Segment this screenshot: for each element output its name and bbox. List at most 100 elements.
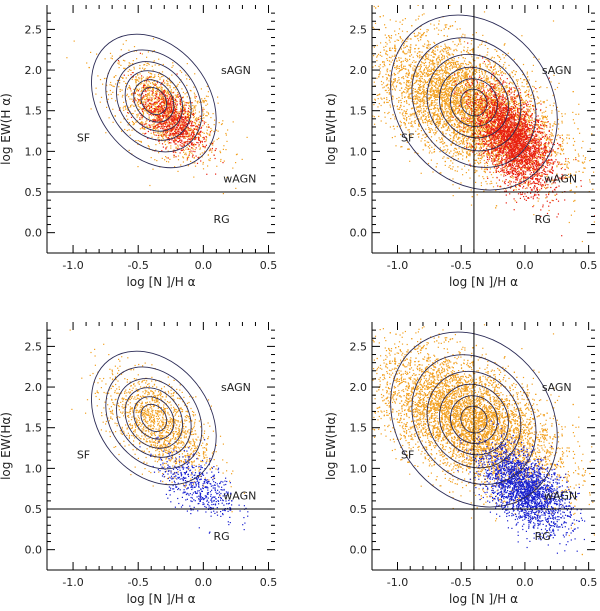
data-point xyxy=(485,112,487,114)
data-point xyxy=(138,88,140,90)
data-point xyxy=(512,76,514,78)
data-point xyxy=(137,74,139,76)
data-point xyxy=(166,125,169,127)
data-point xyxy=(152,126,154,128)
data-point xyxy=(171,115,173,117)
data-point xyxy=(174,99,176,102)
data-point xyxy=(175,156,177,158)
data-point xyxy=(477,127,479,129)
data-point xyxy=(506,91,508,93)
data-point xyxy=(141,98,143,100)
data-point xyxy=(138,84,140,86)
data-point xyxy=(420,65,422,67)
data-point xyxy=(380,42,382,44)
data-point xyxy=(174,132,176,134)
data-point xyxy=(208,134,210,136)
data-point xyxy=(121,130,123,132)
data-point xyxy=(149,72,151,74)
data-point xyxy=(133,66,135,68)
data-point xyxy=(385,50,387,52)
data-point xyxy=(527,179,529,181)
data-point xyxy=(187,127,189,129)
data-point xyxy=(424,72,426,74)
data-point xyxy=(556,173,558,175)
data-point xyxy=(155,120,157,122)
data-point xyxy=(160,132,162,134)
data-point xyxy=(190,160,192,162)
data-point xyxy=(183,120,185,122)
data-point xyxy=(448,104,450,106)
data-point xyxy=(227,129,229,131)
data-point xyxy=(143,108,145,111)
data-point xyxy=(469,53,471,55)
data-point xyxy=(196,162,199,164)
data-point xyxy=(482,62,484,64)
data-point xyxy=(453,63,455,66)
data-point xyxy=(173,141,175,143)
data-point xyxy=(438,120,441,122)
data-point xyxy=(179,81,181,83)
data-point xyxy=(145,94,147,96)
data-point xyxy=(398,108,401,110)
data-point xyxy=(170,136,173,138)
data-point xyxy=(143,85,145,87)
data-point xyxy=(435,110,437,112)
data-point xyxy=(500,128,502,130)
data-point xyxy=(207,91,209,93)
data-point xyxy=(187,123,189,125)
data-point xyxy=(100,96,103,98)
data-point xyxy=(502,66,504,68)
data-point xyxy=(468,135,470,137)
data-point xyxy=(161,115,163,117)
data-point xyxy=(220,123,223,126)
data-point xyxy=(181,143,183,145)
data-point xyxy=(146,123,148,125)
data-point xyxy=(128,64,130,67)
data-point xyxy=(439,90,441,92)
data-point xyxy=(159,111,161,113)
data-point xyxy=(120,121,122,123)
data-point xyxy=(483,155,485,157)
data-point xyxy=(538,102,540,104)
data-point xyxy=(150,90,152,92)
data-point xyxy=(437,93,439,95)
data-point xyxy=(206,115,208,117)
data-point xyxy=(146,112,148,114)
data-point xyxy=(166,93,168,95)
data-point xyxy=(167,113,169,115)
data-point xyxy=(428,141,430,143)
data-point xyxy=(176,127,178,129)
data-point xyxy=(469,177,471,179)
data-point xyxy=(209,157,211,160)
data-point xyxy=(531,142,533,144)
data-point xyxy=(174,151,176,153)
data-point xyxy=(441,102,443,104)
data-point xyxy=(185,148,187,150)
data-point xyxy=(484,119,486,121)
data-point xyxy=(170,98,172,100)
data-point xyxy=(130,105,132,107)
data-point xyxy=(236,153,238,155)
data-point xyxy=(450,87,452,89)
data-point xyxy=(157,75,160,77)
data-point xyxy=(178,112,180,114)
data-point xyxy=(186,146,188,148)
data-point xyxy=(184,153,186,155)
data-point xyxy=(182,97,184,99)
data-point xyxy=(165,115,167,117)
data-point xyxy=(154,74,156,76)
data-point xyxy=(210,117,212,119)
data-point xyxy=(142,132,144,134)
data-point xyxy=(174,94,176,96)
data-point xyxy=(484,123,486,125)
data-point xyxy=(514,129,516,131)
data-point xyxy=(141,90,143,92)
data-point xyxy=(412,126,414,128)
data-point xyxy=(205,140,207,142)
data-point xyxy=(172,92,174,94)
data-point xyxy=(374,123,376,125)
data-point xyxy=(199,134,201,136)
data-point xyxy=(198,156,200,158)
data-point xyxy=(191,113,194,115)
data-point xyxy=(181,127,183,129)
